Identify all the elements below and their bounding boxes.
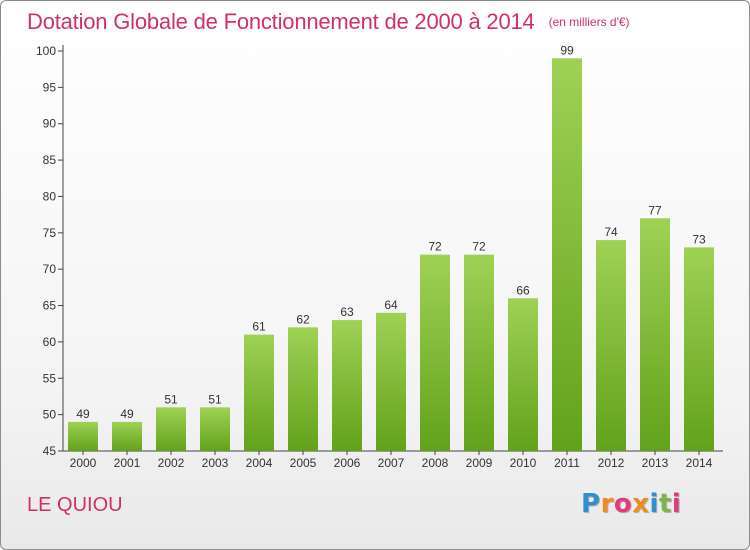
data-label: 62 [296,312,310,326]
chart-subtitle: (en milliers d'€) [548,15,630,29]
bar [200,407,230,451]
bar [288,327,318,451]
x-tick-label: 2013 [642,456,669,470]
logo-letter: i [671,489,682,519]
bar-series [68,58,714,451]
y-axis: 45 50 55 60 65 70 75 80 85 90 95 100 [36,44,64,458]
bar [68,421,98,451]
data-label: 51 [164,392,178,406]
x-axis: 2000 2001 2002 2003 2004 2005 2006 2007 2008 2009… [63,450,723,470]
x-tick-label: 2005 [290,456,317,470]
x-tick-label: 2002 [158,456,185,470]
bar [112,421,142,451]
x-tick-label: 2001 [114,456,141,470]
x-tick-label: 2010 [510,456,537,470]
data-label: 99 [560,43,574,57]
data-label: 49 [76,407,90,421]
logo-letter: t [658,489,672,519]
data-label: 73 [692,232,706,246]
y-tick-label: 95 [43,80,57,94]
y-tick-label: 100 [36,44,56,58]
data-label: 49 [120,407,134,421]
logo-letter: P [581,489,601,519]
x-tick-label: 2004 [246,456,273,470]
y-tick-label: 65 [43,299,57,313]
logo-letter: r [600,489,614,519]
data-labels: 49 49 51 51 61 62 63 64 72 72 66 99 74 77 73 [76,43,706,421]
bar [596,240,626,451]
bar [508,298,538,451]
x-tick-label: 2007 [378,456,405,470]
data-label: 74 [604,225,618,239]
logo-letter: x [632,489,650,519]
chart-title-block: Dotation Globale de Fonctionnement de 20… [27,9,630,35]
x-tick-label: 2012 [598,456,625,470]
chart-title: Dotation Globale de Fonctionnement de 20… [27,9,535,34]
data-label: 72 [472,240,486,254]
data-label: 63 [340,305,354,319]
x-tick-label: 2008 [422,456,449,470]
y-tick-label: 70 [43,262,57,276]
y-tick-label: 85 [43,153,57,167]
logo-letter: o [613,489,633,519]
data-label: 61 [252,320,266,334]
y-tick-label: 75 [43,226,57,240]
y-tick-label: 50 [43,408,57,422]
bar [640,218,670,451]
y-tick-label: 55 [43,371,57,385]
data-label: 66 [516,283,530,297]
bar [244,334,274,451]
data-label: 51 [208,392,222,406]
x-tick-label: 2003 [202,456,229,470]
bar [684,247,714,451]
x-tick-label: 2006 [334,456,361,470]
data-label: 77 [648,203,662,217]
y-tick-label: 90 [43,117,57,131]
proxiti-logo: Proxiti [581,489,681,519]
bar [332,320,362,451]
bar [420,254,450,451]
y-tick-label: 45 [43,444,57,458]
bar [464,254,494,451]
town-name: LE QUIOU [27,494,123,516]
bar [156,407,186,451]
data-label: 72 [428,240,442,254]
x-tick-label: 2011 [554,456,580,470]
x-tick-label: 2000 [70,456,97,470]
logo-letter: i [649,489,659,519]
data-label: 64 [384,298,398,312]
y-tick-label: 60 [43,335,57,349]
bar [552,58,582,451]
x-tick-label: 2014 [686,456,713,470]
y-tick-label: 80 [43,189,57,203]
bar [376,312,406,451]
x-tick-label: 2009 [466,456,493,470]
